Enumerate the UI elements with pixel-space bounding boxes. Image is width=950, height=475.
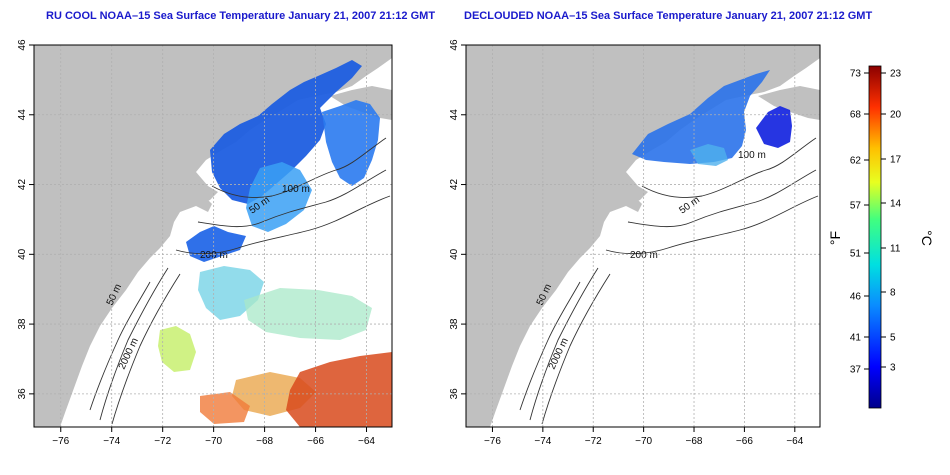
right-contour-label-200m: 200 m	[630, 250, 658, 261]
colorbar-f-tick-label: 51	[850, 249, 862, 260]
x-tick-label: −70	[205, 436, 222, 447]
right-contour-label-100m: 100 m	[738, 150, 766, 161]
y-tick-label: 36	[449, 388, 460, 400]
x-tick-label: −64	[358, 436, 375, 447]
sst-patch-georges-bank	[246, 162, 312, 232]
x-tick-label: −72	[154, 436, 171, 447]
isobath-contours	[519, 137, 819, 425]
nova-scotia	[758, 86, 820, 120]
cape-cod	[626, 196, 642, 212]
y-tick-label: 40	[17, 248, 28, 260]
sst-patch-nantucket	[186, 226, 246, 262]
sst-patch-gulf-of-maine	[632, 70, 770, 164]
sst-data	[158, 60, 392, 427]
x-tick-label: −68	[686, 436, 703, 447]
colorbar-c-tick-label: 5	[890, 333, 896, 344]
colorbar-f-tick-label: 46	[850, 292, 862, 303]
colorbar-ticks: 73 68 62 57 51 46 41 37 23 20 17 14 11 8 5 3	[850, 69, 902, 376]
x-tick-label: −66	[736, 436, 753, 447]
sst-data	[632, 70, 792, 166]
land-mass	[466, 45, 820, 427]
sst-patch-scotian-shelf	[322, 100, 380, 186]
x-tick-label: −70	[635, 436, 652, 447]
colorbar-c-tick-label: 14	[890, 199, 902, 210]
right-map-frame	[465, 44, 821, 428]
contour-50m	[89, 281, 151, 411]
colorbar-f-tick-label: 62	[850, 156, 862, 167]
sst-patch-gulf-stream-south	[200, 392, 250, 424]
colorbar-f-tick-label: 68	[850, 110, 862, 121]
x-tick-label: −72	[585, 436, 602, 447]
colorbar-c-tick-label: 8	[890, 288, 896, 299]
colorbar-f-tick-label: 73	[850, 69, 862, 80]
y-tick-label: 44	[449, 109, 460, 121]
x-tick-label: −76	[52, 436, 69, 447]
cape-cod	[196, 196, 212, 212]
y-tick-label: 42	[17, 179, 28, 191]
colorbar-celsius-label: °C	[919, 230, 935, 246]
contour-100m	[211, 137, 387, 198]
colorbar-gradient	[868, 65, 882, 409]
colorbar-c-tick-label: 3	[890, 363, 896, 374]
contour-50m	[519, 281, 581, 411]
sst-patch-georges-bank	[690, 144, 728, 166]
contour-2000m-a	[529, 267, 599, 421]
y-tick-label: 42	[449, 179, 460, 191]
x-tick-label: −76	[484, 436, 501, 447]
y-tick-label: 36	[17, 388, 28, 400]
left-contour-label-200m: 200 m	[200, 250, 228, 261]
x-tick-label: −74	[103, 436, 120, 447]
right-axes: −76 −74 −72 −70 −68 −66 −64 36 38 40 42 44 46	[449, 39, 804, 447]
contour-100m	[641, 137, 817, 198]
y-tick-label: 38	[449, 318, 460, 330]
sst-patch-offshore	[244, 288, 372, 340]
x-tick-label: −66	[307, 436, 324, 447]
colorbar-f-tick-label: 37	[850, 365, 862, 376]
contour-200m-a	[627, 169, 817, 228]
x-tick-label: −68	[256, 436, 273, 447]
left-map-panel: 50 m 100 m 200 m 50 m 2000 m −76 −74 −72 −7…	[17, 39, 393, 447]
colorbar-c-tick-label: 20	[890, 110, 902, 121]
colorbar-c-tick-label: 17	[890, 155, 902, 166]
y-tick-label: 46	[17, 39, 28, 51]
left-map-title: RU COOL NOAA–15 Sea Surface Temperature …	[46, 10, 436, 22]
left-axes: −76 −74 −72 −70 −68 −66 −64 36 38 40 42 44 46	[17, 39, 375, 447]
y-tick-label: 38	[17, 318, 28, 330]
y-tick-label: 44	[17, 109, 28, 121]
temperature-colorbar: 73 68 62 57 51 46 41 37 23 20 17 14 11 8 5 3 °F °C	[827, 65, 935, 409]
y-tick-label: 46	[449, 39, 460, 51]
sst-patch-warm-core	[158, 326, 196, 372]
right-map-panel: 50 m 100 m 200 m 50 m 2000 m −76 −74 −72 −7…	[449, 39, 821, 447]
sst-patch-gulf-of-maine	[210, 60, 362, 204]
contour-200m-a	[197, 169, 387, 228]
x-tick-label: −74	[534, 436, 551, 447]
y-tick-label: 40	[449, 248, 460, 260]
contour-2000m-b	[541, 273, 611, 425]
sst-patch-scotian-shelf	[756, 106, 792, 148]
x-tick-label: −64	[786, 436, 803, 447]
left-map-frame	[33, 44, 393, 428]
land-mass	[34, 45, 392, 427]
colorbar-c-tick-label: 23	[890, 69, 902, 80]
contour-200m-b	[605, 195, 819, 255]
colorbar-f-tick-label: 41	[850, 333, 862, 344]
contour-2000m-b	[111, 273, 181, 425]
colorbar-f-tick-label: 57	[850, 201, 862, 212]
colorbar-fahrenheit-label: °F	[827, 231, 843, 245]
colorbar-c-tick-label: 11	[890, 244, 901, 255]
contour-200m-b	[175, 195, 391, 255]
right-map-title: DECLOUDED NOAA–15 Sea Surface Temperatur…	[464, 10, 873, 22]
sst-patch-gulf-stream-east	[286, 352, 392, 427]
left-contour-label-100m: 100 m	[282, 184, 310, 195]
